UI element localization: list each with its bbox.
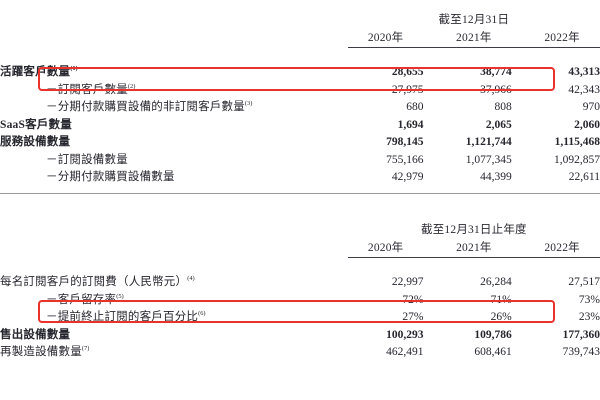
operating-metrics-section-1: 截至12月31日 2020年 2021年 2022年 活躍客戶數量(1) xyxy=(0,12,600,194)
row-value-2022: 1,115,468 xyxy=(554,136,600,148)
row-value-2022: 73% xyxy=(578,293,600,306)
year-header-2022: 2022年 xyxy=(544,241,580,254)
header-rule-row-1 xyxy=(0,47,600,48)
footnote-marker: (2) xyxy=(127,82,136,90)
row-value-2022: 23% xyxy=(578,311,600,323)
table-row: －提前終止訂閱的客戶百分比(6) 27% 26% 23% xyxy=(0,309,600,327)
metrics-table-1: 截至12月31日 2020年 2021年 2022年 活躍客戶數量(1) xyxy=(0,12,600,194)
footnote-marker: (1) xyxy=(70,65,78,73)
table-row: －分期付款購買設備數量 42,979 44,399 22,611 xyxy=(0,169,600,187)
year-header-2020: 2020年 xyxy=(367,241,404,254)
table-row: 再製造設備數量(7) 462,491 608,461 739,743 xyxy=(0,344,600,362)
row-value-2021: 1,077,345 xyxy=(465,153,512,166)
span-header-1: 截至12月31日 xyxy=(438,14,510,26)
row-value-2020: 755,166 xyxy=(386,153,424,166)
row-value-2022: 43,313 xyxy=(568,66,600,78)
year-header-2022: 2022年 xyxy=(544,31,580,44)
year-header-row-1: 2020年 2021年 2022年 xyxy=(0,30,600,48)
row-value-2020: 27% xyxy=(402,311,424,323)
row-label: －訂閱客戶數量(2) xyxy=(46,82,136,96)
row-value-2020: 462,491 xyxy=(386,346,424,358)
table-row: －訂閱客戶數量(2) 27,975 37,966 42,343 xyxy=(0,82,600,100)
header-rule-row-2 xyxy=(0,257,600,258)
spacer xyxy=(0,48,600,64)
row-label: 活躍客戶數量(1) xyxy=(0,65,78,78)
year-header-2021: 2021年 xyxy=(456,241,492,254)
row-label: SaaS客戶數量 xyxy=(0,118,72,131)
operating-metrics-section-2: 截至12月31日止年度 2020年 2021年 2022年 每名訂閱客戶的訂閱費… xyxy=(0,222,600,362)
span-header-2: 截至12月31日止年度 xyxy=(421,224,527,236)
span-header-row-1: 截至12月31日 xyxy=(0,12,600,30)
header-rule-1 xyxy=(347,47,600,48)
table-row: 每名訂閱客戶的訂閱費（人民幣元）(4) 22,997 26,284 27,517 xyxy=(0,274,600,292)
row-value-2021: 2,065 xyxy=(485,118,512,131)
year-header-row-2: 2020年 2021年 2022年 xyxy=(0,240,600,258)
span-header-row-2: 截至12月31日止年度 xyxy=(0,222,600,240)
row-value-2021: 26,284 xyxy=(480,276,512,288)
row-value-2021: 38,774 xyxy=(480,66,512,78)
row-value-2021: 1,121,744 xyxy=(465,136,512,148)
row-value-2021: 109,786 xyxy=(474,328,512,341)
row-value-2022: 42,343 xyxy=(568,83,600,96)
row-value-2020: 72% xyxy=(402,293,424,306)
row-label: －分期付款購買設備數量 xyxy=(46,171,175,183)
spacer xyxy=(0,258,600,274)
row-label: －訂閱設備數量 xyxy=(46,153,128,166)
row-value-2020: 28,655 xyxy=(391,66,424,78)
row-value-2021: 808 xyxy=(494,101,512,113)
row-value-2020: 680 xyxy=(406,101,424,113)
table-row: －訂閱設備數量 755,166 1,077,345 1,092,857 xyxy=(0,152,600,170)
row-value-2021: 608,461 xyxy=(474,346,512,358)
footnote-marker: (4) xyxy=(187,275,195,283)
section-divider-row xyxy=(0,192,600,194)
table-row: 服務設備數量 798,145 1,121,744 1,115,468 xyxy=(0,134,600,152)
table-row: SaaS客戶數量 1,694 2,065 2,060 xyxy=(0,117,600,135)
row-value-2022: 177,360 xyxy=(562,328,600,341)
row-value-2020: 1,694 xyxy=(397,118,424,131)
row-value-2020: 42,979 xyxy=(391,171,424,183)
table-row: －客戶留存率(5) 72% 71% 73% xyxy=(0,292,600,310)
row-value-2021: 37,966 xyxy=(480,83,512,96)
metrics-table-2: 截至12月31日止年度 2020年 2021年 2022年 每名訂閱客戶的訂閱費… xyxy=(0,222,600,362)
footnote-marker: (6) xyxy=(198,310,206,318)
row-value-2022: 1,092,857 xyxy=(554,153,600,166)
row-label: 服務設備數量 xyxy=(0,136,71,148)
row-value-2022: 22,611 xyxy=(568,171,600,183)
row-value-2022: 970 xyxy=(582,101,600,113)
year-header-2021: 2021年 xyxy=(456,31,492,44)
row-label: －客戶留存率(5) xyxy=(46,292,124,306)
row-value-2020: 22,997 xyxy=(391,276,424,288)
row-value-2020: 27,975 xyxy=(391,83,424,96)
row-value-2020: 100,293 xyxy=(386,328,424,341)
row-value-2022: 739,743 xyxy=(562,346,600,358)
table-row: 活躍客戶數量(1) 28,655 38,774 43,313 xyxy=(0,64,600,82)
row-label: －分期付款購買設備的非訂閱客戶數量(3) xyxy=(46,100,253,113)
row-value-2021: 71% xyxy=(490,293,512,306)
table-row: －分期付款購買設備的非訂閱客戶數量(3) 680 808 970 xyxy=(0,99,600,117)
row-value-2022: 27,517 xyxy=(568,276,600,288)
header-rule-2 xyxy=(347,257,600,258)
footnote-marker: (3) xyxy=(244,100,253,108)
section-divider xyxy=(0,192,600,194)
row-label: 再製造設備數量(7) xyxy=(0,345,90,358)
row-value-2021: 44,399 xyxy=(480,171,512,183)
footnote-marker: (7) xyxy=(81,345,90,353)
row-label: 售出設備數量 xyxy=(0,328,71,341)
row-value-2021: 26% xyxy=(490,311,512,323)
row-value-2020: 798,145 xyxy=(386,136,424,148)
table-row: 售出設備數量 100,293 109,786 177,360 xyxy=(0,327,600,345)
footnote-marker: (5) xyxy=(116,292,124,300)
year-header-2020: 2020年 xyxy=(367,31,404,44)
row-value-2022: 2,060 xyxy=(574,118,600,131)
row-label: 每名訂閱客戶的訂閱費（人民幣元）(4) xyxy=(0,275,195,288)
row-label: －提前終止訂閱的客戶百分比(6) xyxy=(46,310,206,323)
